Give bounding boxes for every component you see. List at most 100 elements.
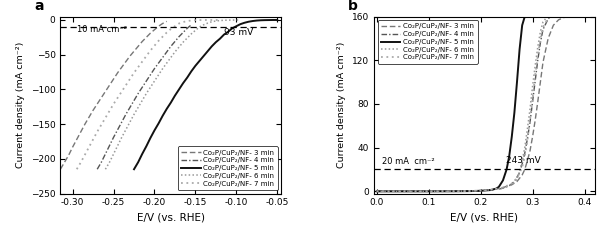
Co₂P/CuP₂/NF- 3 min — [581, 12, 588, 15]
Co₂P/CuP₂/NF- 6 min — [147, 86, 154, 89]
Co₂P/CuP₂/NF- 5 min — [249, 20, 256, 22]
Co₂P/CuP₂/NF- 6 min — [204, 22, 211, 25]
Co₂P/CuP₂/NF- 3 min — [151, 28, 158, 31]
Co₂P/CuP₂/NF- 7 min — [106, 110, 113, 112]
Co₂P/CuP₂/NF- 4 min — [560, 10, 567, 13]
Co₂P/CuP₂/NF- 6 min — [534, 46, 541, 49]
Line: Co₂P/CuP₂/NF- 6 min: Co₂P/CuP₂/NF- 6 min — [377, 11, 574, 191]
Co₂P/CuP₂/NF- 7 min — [163, 31, 170, 34]
Co₂P/CuP₂/NF- 6 min — [163, 62, 170, 64]
Co₂P/CuP₂/NF- 4 min — [545, 17, 552, 20]
X-axis label: E/V (vs. RHE): E/V (vs. RHE) — [137, 213, 205, 223]
Co₂P/CuP₂/NF- 4 min — [114, 128, 121, 131]
Co₂P/CuP₂/NF- 3 min — [537, 81, 544, 84]
Co₂P/CuP₂/NF- 5 min — [262, 19, 269, 21]
Co₂P/CuP₂/NF- 5 min — [425, 190, 432, 193]
Co₂P/CuP₂/NF- 6 min — [110, 152, 117, 155]
Co₂P/CuP₂/NF- 3 min — [101, 90, 109, 93]
Co₂P/CuP₂/NF- 6 min — [196, 25, 203, 28]
Co₂P/CuP₂/NF- 4 min — [565, 10, 573, 13]
Co₂P/CuP₂/NF- 3 min — [130, 50, 138, 53]
Co₂P/CuP₂/NF- 4 min — [511, 180, 518, 183]
Co₂P/CuP₂/NF- 7 min — [526, 119, 533, 122]
Co₂P/CuP₂/NF- 6 min — [225, 19, 232, 21]
Co₂P/CuP₂/NF- 6 min — [519, 159, 526, 162]
Co₂P/CuP₂/NF- 4 min — [135, 92, 142, 95]
Co₂P/CuP₂/NF- 3 min — [576, 12, 583, 15]
X-axis label: E/V (vs. RHE): E/V (vs. RHE) — [451, 213, 518, 223]
Co₂P/CuP₂/NF- 7 min — [212, 19, 219, 21]
Co₂P/CuP₂/NF- 6 min — [130, 113, 138, 116]
Co₂P/CuP₂/NF- 4 min — [138, 86, 146, 89]
Co₂P/CuP₂/NF- 3 min — [126, 55, 133, 58]
Co₂P/CuP₂/NF- 5 min — [516, 48, 523, 51]
Co₂P/CuP₂/NF- 7 min — [184, 20, 191, 22]
Co₂P/CuP₂/NF- 3 min — [513, 180, 521, 183]
Co₂P/CuP₂/NF- 4 min — [524, 138, 531, 140]
Co₂P/CuP₂/NF- 5 min — [191, 64, 199, 67]
Co₂P/CuP₂/NF- 5 min — [495, 185, 503, 188]
Co₂P/CuP₂/NF- 7 min — [532, 74, 539, 77]
Co₂P/CuP₂/NF- 4 min — [532, 80, 539, 82]
Co₂P/CuP₂/NF- 6 min — [545, 14, 552, 17]
Co₂P/CuP₂/NF- 7 min — [101, 116, 109, 119]
Co₂P/CuP₂/NF- 4 min — [110, 136, 117, 139]
Line: Co₂P/CuP₂/NF- 3 min: Co₂P/CuP₂/NF- 3 min — [377, 13, 585, 191]
Co₂P/CuP₂/NF- 7 min — [89, 138, 97, 141]
Co₂P/CuP₂/NF- 3 min — [555, 18, 562, 21]
Co₂P/CuP₂/NF- 7 min — [135, 66, 142, 69]
Co₂P/CuP₂/NF- 6 min — [508, 183, 515, 186]
Text: b: b — [347, 0, 358, 13]
Line: Co₂P/CuP₂/NF- 7 min: Co₂P/CuP₂/NF- 7 min — [377, 11, 574, 191]
Co₂P/CuP₂/NF- 6 min — [138, 99, 146, 102]
Co₂P/CuP₂/NF- 3 min — [159, 22, 166, 25]
Legend: Co₂P/CuP₂/NF- 3 min, Co₂P/CuP₂/NF- 4 min, Co₂P/CuP₂/NF- 5 min, Co₂P/CuP₂/NF- 6 m: Co₂P/CuP₂/NF- 3 min, Co₂P/CuP₂/NF- 4 min… — [178, 146, 278, 190]
Line: Co₂P/CuP₂/NF- 5 min: Co₂P/CuP₂/NF- 5 min — [134, 20, 277, 169]
Co₂P/CuP₂/NF- 3 min — [89, 109, 97, 112]
Co₂P/CuP₂/NF- 4 min — [175, 35, 182, 38]
Co₂P/CuP₂/NF- 3 min — [521, 168, 528, 171]
Co₂P/CuP₂/NF- 3 min — [451, 190, 458, 193]
Co₂P/CuP₂/NF- 7 min — [560, 10, 567, 13]
Text: 10 mA cm⁻²: 10 mA cm⁻² — [77, 25, 127, 34]
Co₂P/CuP₂/NF- 6 min — [565, 10, 573, 13]
Co₂P/CuP₂/NF- 5 min — [208, 45, 216, 48]
Co₂P/CuP₂/NF- 7 min — [555, 11, 562, 13]
Co₂P/CuP₂/NF- 3 min — [147, 32, 154, 35]
Co₂P/CuP₂/NF- 4 min — [521, 152, 528, 155]
Co₂P/CuP₂/NF- 4 min — [571, 10, 578, 13]
Co₂P/CuP₂/NF- 4 min — [526, 121, 533, 124]
Co₂P/CuP₂/NF- 5 min — [204, 50, 211, 53]
Co₂P/CuP₂/NF- 6 min — [529, 85, 536, 88]
Co₂P/CuP₂/NF- 3 min — [61, 161, 68, 164]
Co₂P/CuP₂/NF- 7 min — [159, 35, 166, 38]
Co₂P/CuP₂/NF- 7 min — [534, 55, 541, 57]
Co₂P/CuP₂/NF- 3 min — [526, 149, 533, 152]
Co₂P/CuP₂/NF- 6 min — [184, 37, 191, 39]
Co₂P/CuP₂/NF- 5 min — [451, 190, 458, 193]
Line: Co₂P/CuP₂/NF- 4 min: Co₂P/CuP₂/NF- 4 min — [97, 25, 191, 169]
Co₂P/CuP₂/NF- 6 min — [477, 189, 484, 192]
Co₂P/CuP₂/NF- 4 min — [179, 31, 187, 34]
Y-axis label: Current density (mA cm⁻²): Current density (mA cm⁻²) — [338, 42, 346, 168]
Co₂P/CuP₂/NF- 7 min — [519, 166, 526, 169]
Co₂P/CuP₂/NF- 5 min — [228, 27, 236, 30]
Co₂P/CuP₂/NF- 3 min — [82, 123, 89, 126]
Co₂P/CuP₂/NF- 6 min — [537, 30, 544, 33]
Co₂P/CuP₂/NF- 7 min — [175, 22, 182, 25]
Text: 243 mV: 243 mV — [506, 156, 541, 165]
Co₂P/CuP₂/NF- 5 min — [216, 37, 223, 40]
Co₂P/CuP₂/NF- 6 min — [159, 67, 166, 70]
Co₂P/CuP₂/NF- 6 min — [228, 19, 236, 21]
Co₂P/CuP₂/NF- 4 min — [184, 27, 191, 30]
Co₂P/CuP₂/NF- 5 min — [513, 81, 521, 84]
Co₂P/CuP₂/NF- 6 min — [135, 106, 142, 109]
Co₂P/CuP₂/NF- 3 min — [73, 138, 80, 141]
Co₂P/CuP₂/NF- 7 min — [399, 190, 406, 193]
Co₂P/CuP₂/NF- 5 min — [521, 15, 528, 18]
Co₂P/CuP₂/NF- 3 min — [118, 66, 126, 69]
Co₂P/CuP₂/NF- 4 min — [487, 189, 495, 191]
Co₂P/CuP₂/NF- 5 min — [237, 23, 244, 25]
Co₂P/CuP₂/NF- 4 min — [581, 10, 588, 13]
Co₂P/CuP₂/NF- 5 min — [200, 55, 207, 58]
